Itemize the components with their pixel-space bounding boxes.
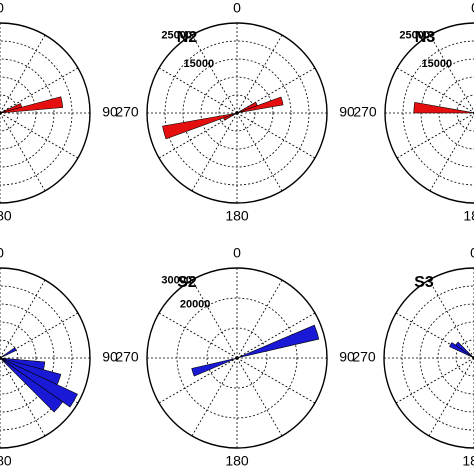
ring [0, 40, 73, 186]
angle-tick-label: 0 [0, 0, 4, 16]
r-tick-label: 15000 [422, 58, 453, 70]
spoke [428, 357, 474, 437]
ring [384, 22, 474, 204]
ring [176, 297, 298, 419]
spoke [236, 357, 316, 404]
spoke [191, 279, 238, 359]
ring [455, 339, 474, 377]
angle-tick-label: 90 [339, 104, 355, 120]
spoke [429, 113, 474, 192]
spoke [0, 112, 46, 192]
angle-tick-label: 270 [353, 104, 377, 120]
r-tick-label: 15000 [184, 58, 215, 70]
spoke [191, 34, 238, 114]
angle-tick-label: 270 [115, 104, 139, 120]
ring [383, 267, 474, 449]
angle-tick-label: 90 [339, 349, 355, 365]
chart-title: N3 [415, 29, 436, 46]
ring [437, 321, 474, 395]
angle-tick-label: 180 [0, 453, 12, 469]
rose-bar [449, 342, 474, 359]
angle-tick-label: 90 [102, 104, 118, 120]
ring [402, 40, 474, 186]
ring [146, 267, 328, 449]
spoke [191, 357, 238, 437]
r-tick-label: 30000 [161, 275, 192, 287]
spoke [236, 67, 316, 114]
ring [0, 22, 91, 204]
angle-tick-label: 270 [352, 349, 376, 365]
rose-bar [455, 341, 474, 359]
spoke [0, 357, 46, 437]
ring [0, 94, 19, 132]
spoke [236, 312, 316, 359]
ring [0, 76, 37, 150]
ring [0, 267, 91, 449]
spoke [236, 357, 283, 437]
ring [218, 94, 256, 132]
spoke [158, 112, 238, 159]
ring [0, 303, 55, 413]
spoke [396, 113, 474, 159]
angle-tick-label: 0 [233, 0, 241, 16]
angle-tick-label: 90 [102, 349, 118, 365]
angle-tick-label: 270 [115, 349, 139, 365]
ring [0, 339, 19, 377]
spoke [236, 112, 283, 192]
spoke [158, 312, 238, 359]
spoke [0, 312, 79, 359]
ring [0, 58, 55, 168]
chart-title: S2 [177, 274, 197, 291]
spoke [395, 357, 474, 404]
spoke [395, 312, 474, 359]
angle-tick-label: 180 [0, 208, 12, 224]
spoke [158, 357, 238, 404]
spoke [429, 34, 474, 113]
angle-tick-label: 180 [463, 208, 474, 224]
rose-bar [162, 112, 238, 140]
angle-tick-label: 180 [462, 453, 474, 469]
chart-title: S3 [414, 274, 434, 291]
spoke [158, 67, 238, 114]
angle-tick-label: 180 [225, 208, 249, 224]
ring [164, 40, 310, 186]
ring [146, 22, 328, 204]
angle-tick-label: 0 [233, 245, 241, 261]
ring [182, 58, 292, 168]
spoke [396, 67, 474, 113]
rose-bar [0, 96, 64, 114]
rose-bar [236, 96, 284, 114]
rose-bar [0, 357, 78, 408]
ring [0, 321, 37, 395]
rose-bar [236, 324, 320, 359]
spoke [0, 34, 46, 114]
spoke [0, 112, 79, 159]
angle-tick-label: 0 [0, 245, 4, 261]
r-tick-label: 25000 [161, 30, 192, 42]
chart-title: N2 [177, 29, 198, 46]
ring [206, 327, 268, 389]
spoke [191, 112, 238, 192]
rose-bar [0, 357, 64, 413]
ring [401, 285, 474, 431]
ring [200, 76, 274, 150]
r-tick-label: 25000 [399, 30, 430, 42]
rose-bar [191, 357, 238, 377]
ring [419, 303, 474, 413]
spoke [0, 67, 79, 114]
spoke [236, 34, 283, 114]
angle-tick-label: 0 [470, 245, 474, 261]
angle-tick-label: 0 [471, 0, 474, 16]
r-tick-label: 20000 [180, 298, 211, 310]
spoke [236, 112, 316, 159]
angle-tick-label: 180 [225, 453, 249, 469]
spoke [0, 279, 46, 359]
spoke [236, 279, 283, 359]
ring [0, 285, 73, 431]
spoke [428, 279, 474, 359]
rose-bar [413, 102, 474, 114]
rose-bar [0, 347, 17, 359]
